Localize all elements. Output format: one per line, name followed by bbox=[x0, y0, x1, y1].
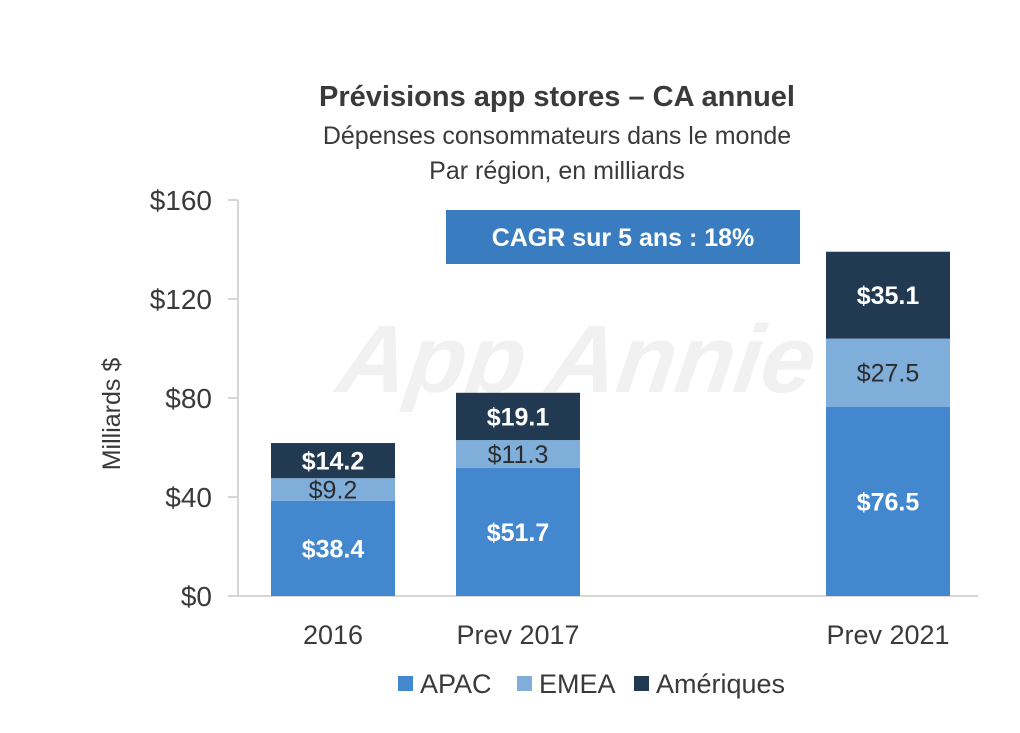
chart-title: Prévisions app stores – CA annuel bbox=[319, 81, 795, 113]
chart-subtitle-line-2: Par région, en milliards bbox=[429, 157, 685, 185]
data-label: $19.1 bbox=[487, 403, 550, 431]
bar-segment-emea bbox=[826, 338, 950, 407]
legend-label: EMEA bbox=[539, 669, 616, 699]
bar-stack: $51.7 $11.3 $19.1 bbox=[456, 392, 580, 596]
data-label: $27.5 bbox=[857, 360, 920, 388]
bar-segment-amriques bbox=[271, 443, 395, 479]
y-tick-label: $0 bbox=[181, 581, 212, 612]
y-tick-label: $40 bbox=[165, 482, 212, 513]
y-tick-label: $160 bbox=[150, 185, 212, 216]
legend-label: APAC bbox=[420, 669, 492, 699]
data-label: $38.4 bbox=[302, 535, 365, 563]
y-ticks: $0 $40 $80 $120 $160 bbox=[150, 185, 238, 612]
bars: $38.4$9.2$14.2$51.7$11.3$19.1$76.5$27.5$… bbox=[271, 251, 950, 596]
legend-label: Amériques bbox=[656, 669, 785, 699]
legend-swatch bbox=[398, 676, 413, 691]
bar-segment-apac bbox=[826, 406, 950, 596]
data-label: $76.5 bbox=[857, 488, 920, 516]
bar-segment-amriques bbox=[826, 251, 950, 339]
x-tick-label: Prev 2021 bbox=[826, 620, 949, 650]
y-tick-label: $80 bbox=[165, 383, 212, 414]
bar-segment-apac bbox=[456, 468, 580, 596]
bar-stack: $38.4 $9.2$14.2 bbox=[271, 443, 395, 596]
bar-segment-emea bbox=[456, 440, 580, 469]
x-tick-label: Prev 2017 bbox=[456, 620, 579, 650]
y-axis-label: Milliards $ bbox=[98, 358, 126, 471]
x-tick-label: 2016 bbox=[303, 620, 363, 650]
cagr-annotation-box bbox=[446, 210, 800, 264]
cagr-annotation: CAGR sur 5 ans : 18% bbox=[446, 210, 800, 264]
legend: APAC EMEA Amériques bbox=[398, 669, 785, 699]
legend-swatch bbox=[517, 676, 532, 691]
bar-segment-emea bbox=[271, 478, 395, 501]
data-label: $14.2 bbox=[302, 448, 365, 476]
x-tick-labels: 2016 Prev 2017 Prev 2021 bbox=[303, 620, 950, 650]
data-label: $11.3 bbox=[488, 441, 549, 469]
data-label: $51.7 bbox=[487, 519, 550, 547]
y-tick-label: $120 bbox=[150, 284, 212, 315]
bar-stack: $76.5 $27.5 $35.1 bbox=[826, 251, 950, 596]
cagr-annotation-text: CAGR sur 5 ans : 18% bbox=[492, 224, 755, 252]
chart-subtitle-line-1: Dépenses consommateurs dans le monde bbox=[323, 122, 791, 150]
bar-segment-apac bbox=[271, 500, 395, 596]
legend-swatch bbox=[634, 676, 649, 691]
bar-segment-amriques bbox=[456, 392, 580, 441]
data-label: $35.1 bbox=[857, 282, 920, 310]
data-label: $9.2 bbox=[309, 477, 358, 505]
